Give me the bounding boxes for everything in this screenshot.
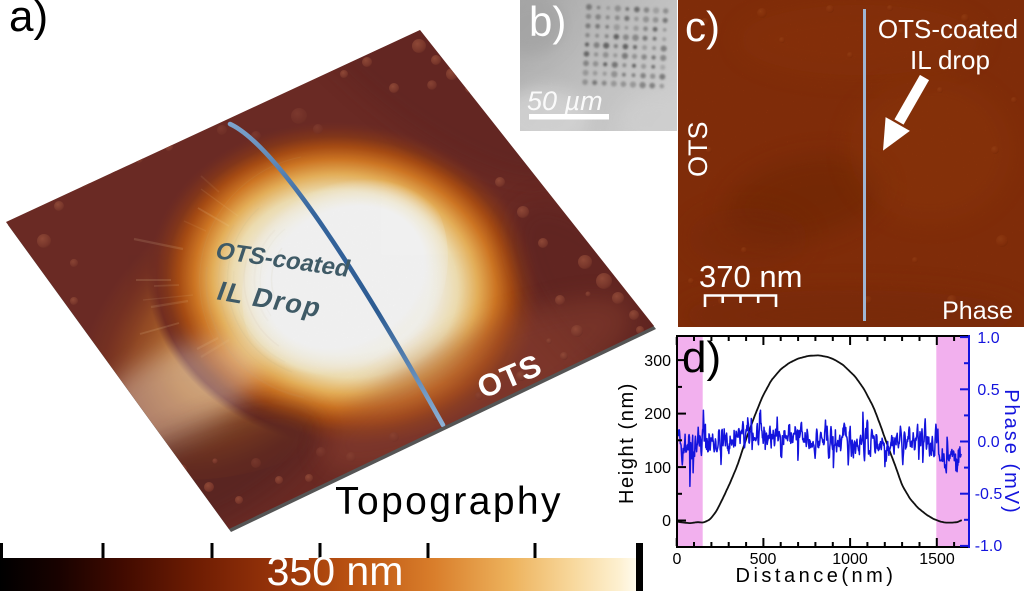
svg-text:200: 200 <box>644 406 671 423</box>
svg-text:0: 0 <box>662 513 671 530</box>
svg-text:OTS-coated: OTS-coated <box>878 14 1018 44</box>
svg-text:50 µm: 50 µm <box>527 86 603 116</box>
svg-text:IL drop: IL drop <box>910 45 990 75</box>
svg-text:-1.0: -1.0 <box>975 538 1003 555</box>
svg-text:370 nm: 370 nm <box>699 259 802 294</box>
svg-text:Topography: Topography <box>335 480 563 523</box>
svg-text:1.0: 1.0 <box>977 330 999 347</box>
svg-text:OTS: OTS <box>683 121 713 177</box>
svg-text:100: 100 <box>644 460 671 477</box>
svg-text:d): d) <box>682 333 721 382</box>
svg-text:0.5: 0.5 <box>977 382 999 399</box>
svg-text:Distance(nm): Distance(nm) <box>736 565 897 587</box>
svg-text:b): b) <box>529 0 566 45</box>
svg-text:a): a) <box>9 0 48 41</box>
svg-text:-0.5: -0.5 <box>975 486 1003 503</box>
svg-text:0.0: 0.0 <box>977 434 999 451</box>
svg-text:c): c) <box>685 3 720 50</box>
svg-text:Phase: Phase <box>942 297 1013 325</box>
svg-text:Height (nm): Height (nm) <box>616 382 638 504</box>
svg-text:0: 0 <box>673 551 682 568</box>
svg-text:Phase (mV): Phase (mV) <box>1000 389 1022 515</box>
svg-text:1500: 1500 <box>919 551 955 568</box>
svg-text:1000: 1000 <box>832 551 868 568</box>
svg-text:500: 500 <box>750 551 777 568</box>
svg-text:300: 300 <box>644 353 671 370</box>
svg-text:350 nm: 350 nm <box>267 548 404 591</box>
